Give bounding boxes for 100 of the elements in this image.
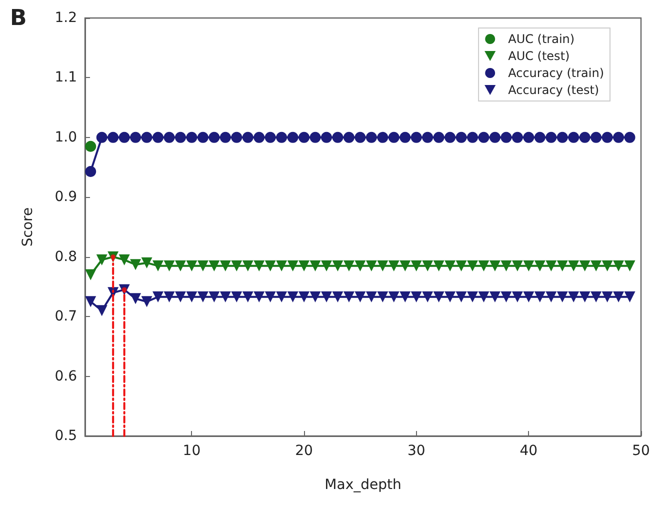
point <box>197 291 208 302</box>
point <box>321 132 332 143</box>
point <box>556 132 568 143</box>
point <box>96 254 108 266</box>
point <box>624 260 636 272</box>
point <box>254 260 265 272</box>
point <box>343 291 354 302</box>
point <box>624 291 636 302</box>
point <box>456 260 467 272</box>
point <box>108 132 119 143</box>
point <box>422 291 434 302</box>
point <box>242 291 254 302</box>
point <box>174 291 186 302</box>
point <box>377 260 388 272</box>
point <box>208 291 220 302</box>
point <box>141 132 152 143</box>
point <box>366 291 377 302</box>
point <box>478 132 490 143</box>
point <box>624 132 636 143</box>
y-tick-label: 1.1 <box>54 70 77 86</box>
point <box>298 291 310 302</box>
point <box>332 260 344 272</box>
point <box>276 291 288 302</box>
legend-label: AUC (train) <box>508 32 575 46</box>
point <box>613 260 624 272</box>
point <box>254 291 265 302</box>
point <box>242 260 254 272</box>
point <box>444 132 456 143</box>
point <box>85 140 96 152</box>
point <box>298 260 310 272</box>
point <box>602 260 613 272</box>
point <box>130 259 142 270</box>
point <box>152 260 164 272</box>
text: B <box>10 6 27 31</box>
point <box>141 257 152 268</box>
point <box>332 132 344 143</box>
point <box>264 260 276 272</box>
point <box>388 260 400 272</box>
point <box>220 260 231 272</box>
point <box>602 291 613 302</box>
legend-label: Accuracy (train) <box>508 66 604 80</box>
point <box>410 260 422 272</box>
point <box>220 291 231 302</box>
point <box>433 132 444 143</box>
point <box>613 132 624 143</box>
y-tick-label: 1.2 <box>54 10 77 26</box>
point <box>444 260 456 272</box>
point <box>500 260 512 272</box>
point <box>444 291 456 302</box>
point <box>568 132 580 143</box>
point <box>467 132 478 143</box>
point <box>320 260 332 272</box>
point <box>422 260 434 272</box>
point <box>186 260 198 272</box>
point <box>231 132 242 143</box>
point <box>354 132 366 143</box>
point <box>388 132 400 143</box>
point <box>366 132 377 143</box>
point <box>613 291 624 302</box>
point <box>208 132 220 143</box>
point <box>489 260 500 272</box>
point <box>152 291 164 302</box>
point <box>590 132 602 143</box>
point <box>354 260 366 272</box>
point <box>546 132 557 143</box>
point <box>287 291 298 302</box>
point <box>287 132 298 143</box>
point <box>96 132 108 143</box>
point <box>343 132 354 143</box>
point <box>590 260 602 272</box>
point <box>264 132 276 143</box>
point <box>208 260 220 272</box>
point <box>276 260 288 272</box>
point <box>534 260 546 272</box>
point <box>264 291 276 302</box>
point <box>546 260 557 272</box>
point <box>118 132 130 143</box>
point <box>130 293 142 304</box>
point <box>197 260 208 272</box>
point <box>197 132 208 143</box>
x-tick-label: 50 <box>632 443 650 459</box>
point <box>366 260 377 272</box>
point <box>534 291 546 302</box>
point <box>152 132 164 143</box>
point <box>85 166 96 177</box>
point <box>85 269 96 280</box>
point <box>590 291 602 302</box>
point <box>534 132 546 143</box>
point <box>310 260 321 272</box>
point <box>602 132 613 143</box>
point <box>343 260 354 272</box>
y-tick-label: 0.8 <box>54 248 77 265</box>
point <box>579 291 590 302</box>
point <box>467 291 478 302</box>
point <box>579 132 590 143</box>
point <box>422 132 434 143</box>
point <box>568 260 580 272</box>
point <box>377 291 388 302</box>
point <box>298 132 310 143</box>
point <box>433 291 444 302</box>
